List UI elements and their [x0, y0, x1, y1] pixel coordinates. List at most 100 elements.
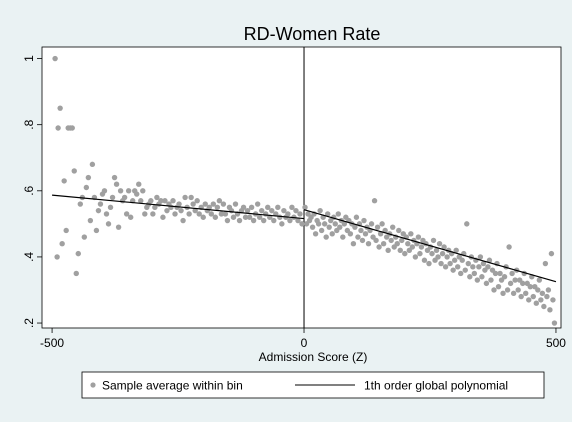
data-point	[196, 211, 202, 217]
data-point	[246, 214, 253, 220]
data-point	[172, 211, 178, 217]
data-point	[208, 211, 215, 217]
data-point	[248, 204, 255, 211]
data-point	[289, 204, 295, 211]
data-point	[462, 267, 468, 273]
data-point	[421, 257, 428, 263]
data-point	[368, 221, 375, 227]
data-point	[158, 198, 164, 204]
data-point	[455, 264, 461, 270]
data-point	[326, 224, 332, 230]
data-point	[471, 270, 478, 277]
plot-area	[41, 46, 562, 329]
data-point	[470, 264, 476, 270]
data-point	[542, 260, 549, 267]
data-point	[254, 201, 261, 207]
data-point	[214, 204, 221, 211]
data-point	[358, 227, 364, 234]
data-point	[103, 211, 110, 217]
data-point	[497, 270, 503, 277]
data-point	[269, 207, 275, 214]
data-point	[527, 283, 533, 290]
data-point	[545, 287, 552, 293]
data-point	[402, 250, 408, 257]
data-point	[507, 280, 514, 287]
data-point	[332, 221, 338, 227]
data-point	[361, 217, 367, 224]
data-point	[232, 201, 239, 207]
data-point	[85, 174, 92, 181]
data-point	[265, 204, 271, 211]
data-point	[138, 198, 144, 204]
data-point	[93, 227, 100, 234]
data-point	[390, 224, 396, 230]
data-point	[125, 188, 132, 194]
y-tick-label: .4	[22, 252, 36, 262]
data-point	[188, 194, 194, 201]
data-point	[178, 207, 184, 214]
data-point	[388, 237, 394, 244]
data-point	[536, 277, 543, 283]
data-point	[544, 293, 550, 300]
x-tick-label: -500	[40, 336, 64, 350]
data-point	[408, 231, 414, 237]
data-point	[523, 290, 529, 296]
data-point	[458, 270, 464, 277]
data-point	[495, 283, 502, 290]
data-point	[442, 264, 449, 270]
data-point	[385, 247, 391, 254]
data-point	[111, 174, 118, 181]
data-point	[55, 125, 61, 131]
data-point	[465, 260, 471, 267]
data-point	[71, 168, 77, 174]
data-point	[430, 237, 437, 244]
data-point	[506, 244, 512, 250]
data-point	[382, 227, 388, 234]
x-tick-label: 0	[301, 336, 308, 350]
data-point	[240, 204, 247, 211]
data-point	[309, 224, 316, 230]
data-point	[515, 287, 521, 293]
data-point	[59, 241, 65, 247]
data-point	[451, 257, 458, 263]
data-point	[396, 227, 402, 234]
data-point	[438, 260, 444, 267]
data-point	[379, 221, 385, 227]
data-point	[63, 227, 69, 234]
x-tick-label: 500	[546, 336, 566, 350]
data-point	[464, 221, 470, 227]
data-point	[491, 287, 497, 293]
data-point	[150, 211, 156, 217]
data-point	[426, 260, 432, 267]
data-point	[321, 221, 328, 227]
data-point	[121, 194, 128, 201]
data-point	[459, 257, 465, 263]
data-point	[550, 297, 556, 303]
data-point	[538, 297, 544, 303]
data-point	[54, 254, 60, 260]
data-point	[318, 227, 325, 234]
data-point	[242, 214, 249, 220]
data-point	[297, 211, 303, 217]
data-point	[285, 211, 291, 217]
data-point	[224, 217, 231, 224]
data-point	[467, 274, 473, 280]
data-point	[140, 188, 146, 194]
data-point	[476, 264, 482, 270]
data-point	[162, 198, 168, 204]
data-point	[373, 237, 379, 244]
data-point	[97, 201, 104, 207]
data-point	[485, 264, 491, 270]
data-point	[250, 217, 257, 224]
data-point	[480, 260, 487, 267]
chart-title: RD-Women Rate	[244, 24, 381, 44]
data-point	[539, 290, 546, 296]
data-point	[52, 55, 58, 62]
data-point	[152, 204, 158, 211]
data-point	[444, 254, 450, 260]
legend-marker-sample-average	[90, 382, 96, 388]
data-point	[69, 125, 75, 131]
data-point	[89, 161, 96, 168]
data-point	[113, 181, 120, 187]
